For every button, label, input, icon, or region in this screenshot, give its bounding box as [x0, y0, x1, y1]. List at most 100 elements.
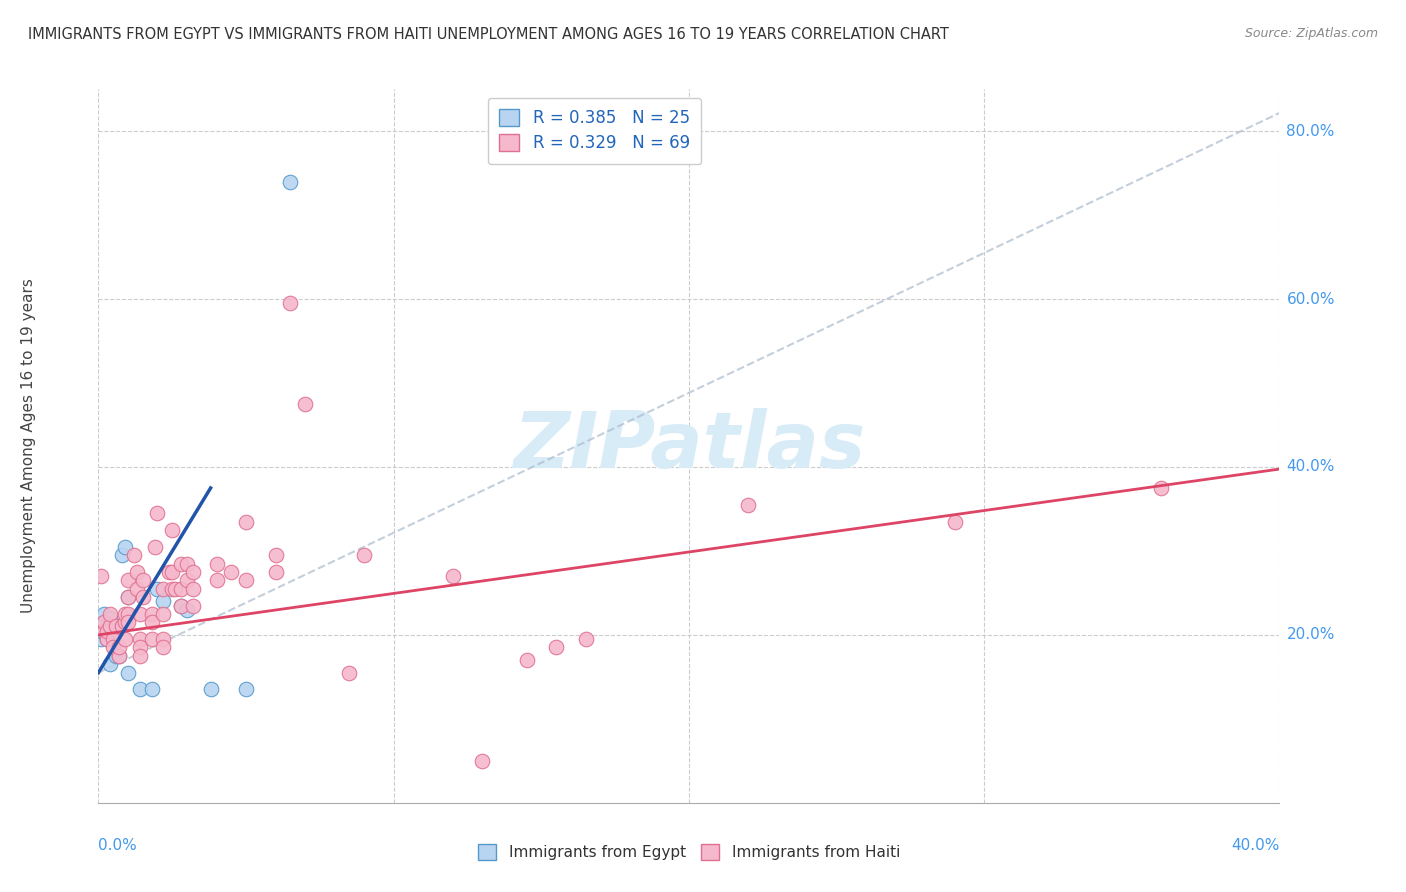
Point — [105, 619, 128, 633]
Point — [152, 607, 174, 621]
Point — [128, 682, 150, 697]
Point — [441, 569, 464, 583]
Point — [176, 557, 198, 571]
Point — [157, 565, 180, 579]
Point — [353, 548, 375, 562]
Point — [162, 523, 183, 537]
Point — [205, 557, 228, 571]
Point — [574, 632, 596, 646]
Point — [111, 548, 134, 562]
Point — [103, 624, 125, 638]
Point — [181, 599, 204, 613]
Point — [1150, 481, 1173, 495]
Text: Unemployment Among Ages 16 to 19 years: Unemployment Among Ages 16 to 19 years — [21, 278, 35, 614]
Point — [93, 607, 115, 621]
Point — [170, 599, 193, 613]
Point — [170, 557, 193, 571]
Point — [176, 574, 198, 588]
Point — [103, 632, 125, 646]
Point — [108, 640, 131, 655]
Point — [98, 619, 121, 633]
Point — [96, 632, 118, 646]
Point — [114, 540, 136, 554]
Point — [162, 565, 183, 579]
Point — [181, 582, 204, 596]
Point — [737, 498, 759, 512]
Point — [114, 607, 136, 621]
Point — [165, 582, 187, 596]
Point — [132, 574, 155, 588]
Point — [170, 599, 193, 613]
Point — [117, 574, 139, 588]
Point — [96, 632, 118, 646]
Point — [515, 653, 537, 667]
Point — [108, 648, 131, 663]
Text: 0.0%: 0.0% — [98, 838, 138, 854]
Point — [90, 632, 112, 646]
Text: Source: ZipAtlas.com: Source: ZipAtlas.com — [1244, 27, 1378, 40]
Point — [98, 619, 121, 633]
Point — [103, 640, 125, 655]
Point — [143, 540, 166, 554]
Legend: Immigrants from Egypt, Immigrants from Haiti: Immigrants from Egypt, Immigrants from H… — [472, 838, 905, 866]
Point — [235, 574, 257, 588]
Point — [205, 574, 228, 588]
Point — [128, 607, 150, 621]
Point — [125, 565, 148, 579]
Point — [141, 607, 163, 621]
Point — [125, 582, 148, 596]
Point — [114, 615, 136, 630]
Point — [264, 565, 287, 579]
Point — [98, 657, 121, 672]
Point — [128, 640, 150, 655]
Text: 40.0%: 40.0% — [1232, 838, 1279, 854]
Point — [264, 548, 287, 562]
Point — [128, 632, 150, 646]
Text: 20.0%: 20.0% — [1286, 627, 1334, 642]
Point — [152, 640, 174, 655]
Point — [544, 640, 567, 655]
Point — [93, 624, 115, 638]
Point — [114, 632, 136, 646]
Point — [117, 590, 139, 604]
Point — [278, 296, 302, 310]
Point — [337, 665, 360, 680]
Point — [98, 607, 121, 621]
Point — [471, 754, 494, 768]
Point — [117, 607, 139, 621]
Point — [152, 582, 174, 596]
Point — [943, 515, 966, 529]
Point — [152, 594, 174, 608]
Point — [122, 548, 145, 562]
Point — [294, 397, 316, 411]
Point — [108, 648, 131, 663]
Text: 40.0%: 40.0% — [1286, 459, 1334, 475]
Point — [141, 615, 163, 630]
Point — [219, 565, 242, 579]
Point — [105, 648, 128, 663]
Point — [200, 682, 222, 697]
Point — [141, 682, 163, 697]
Text: IMMIGRANTS FROM EGYPT VS IMMIGRANTS FROM HAITI UNEMPLOYMENT AMONG AGES 16 TO 19 : IMMIGRANTS FROM EGYPT VS IMMIGRANTS FROM… — [28, 27, 949, 42]
Point — [96, 624, 118, 638]
Point — [235, 682, 257, 697]
Point — [117, 615, 139, 630]
Point — [235, 515, 257, 529]
Point — [181, 565, 204, 579]
Point — [103, 632, 125, 646]
Point — [152, 632, 174, 646]
Point — [90, 624, 112, 638]
Point — [146, 582, 169, 596]
Text: ZIPatlas: ZIPatlas — [513, 408, 865, 484]
Text: 80.0%: 80.0% — [1286, 124, 1334, 138]
Point — [117, 590, 139, 604]
Point — [170, 582, 193, 596]
Point — [146, 506, 169, 520]
Point — [93, 615, 115, 630]
Point — [90, 569, 112, 583]
Text: 60.0%: 60.0% — [1286, 292, 1334, 307]
Point — [98, 611, 121, 625]
Point — [111, 619, 134, 633]
Point — [132, 590, 155, 604]
Point — [162, 582, 183, 596]
